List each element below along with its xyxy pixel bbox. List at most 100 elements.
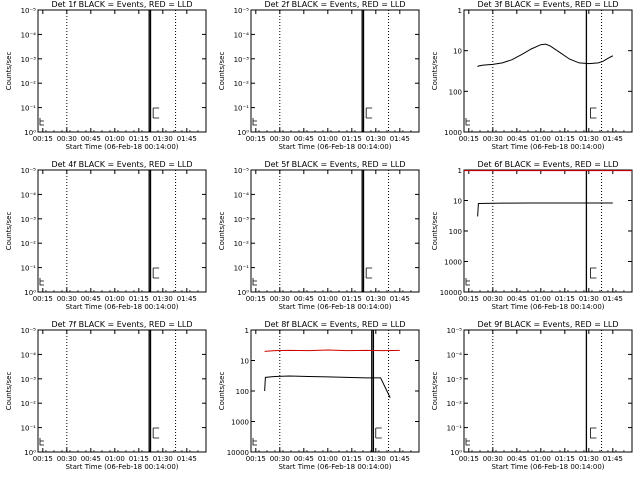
x-tick-label: 01:30 xyxy=(153,295,173,303)
y-tick-label: 10⁻² xyxy=(234,240,250,248)
chart-title: Det 1f BLACK = Events, RED = LLD xyxy=(51,0,192,9)
x-tick-label: 01:00 xyxy=(105,135,125,143)
y-tick-label: 10⁻³ xyxy=(21,56,37,64)
x-tick-label: 01:30 xyxy=(153,135,173,143)
y-tick-label: 10⁻⁵ xyxy=(234,167,250,175)
x-axis-label: Start Time (06-Feb-18 00:14:00) xyxy=(278,463,391,471)
x-tick-label: 00:30 xyxy=(483,295,503,303)
y-tick-label: 1000 xyxy=(231,419,249,427)
chart-panel-det-4: Det 4f BLACK = Events, RED = LLD 00:15 00:… xyxy=(0,160,213,320)
x-tick-label: 01:15 xyxy=(129,295,149,303)
y-tick-label: 10000 xyxy=(227,449,249,457)
chart-title: Det 8f BLACK = Events, RED = LLD xyxy=(264,320,405,329)
x-tick-label: 00:15 xyxy=(33,135,53,143)
chart-title: Det 6f BLACK = Events, RED = LLD xyxy=(477,160,618,169)
x-tick-label: 01:15 xyxy=(555,455,575,463)
y-axis-label: Counts/sec xyxy=(218,52,226,91)
x-tick-label: 01:00 xyxy=(318,295,338,303)
interval-marker xyxy=(590,427,597,439)
series-line-1 xyxy=(264,349,400,352)
y-tick-label: 10⁻¹ xyxy=(21,425,37,433)
x-tick-label: 00:30 xyxy=(270,455,290,463)
x-tick-label: 01:15 xyxy=(129,455,149,463)
interval-marker xyxy=(152,427,160,439)
interval-marker xyxy=(365,107,373,119)
y-tick-label: 10⁻⁴ xyxy=(234,31,250,39)
y-axis-label: Counts/sec xyxy=(431,372,439,411)
x-tick-label: 00:15 xyxy=(246,295,266,303)
x-axis-label: Start Time (06-Feb-18 00:14:00) xyxy=(65,463,178,471)
plot-frame xyxy=(250,169,420,293)
x-tick-label: 00:15 xyxy=(246,455,266,463)
y-tick-label: 10⁻⁴ xyxy=(234,191,250,199)
y-tick-label: 10⁻³ xyxy=(234,216,250,224)
x-axis-label: Start Time (06-Feb-18 00:14:00) xyxy=(65,143,178,151)
x-tick-label: 00:45 xyxy=(507,135,527,143)
x-tick-label: 01:30 xyxy=(579,135,599,143)
y-tick-label: 10⁻⁴ xyxy=(21,191,37,199)
x-tick-label: 00:45 xyxy=(294,295,314,303)
x-tick-label: 01:45 xyxy=(603,455,623,463)
x-axis-label: Start Time (06-Feb-18 00:14:00) xyxy=(65,303,178,311)
chart-title: Det 9f BLACK = Events, RED = LLD xyxy=(477,320,618,329)
x-tick-label: 01:15 xyxy=(555,135,575,143)
x-tick-label: 01:15 xyxy=(342,135,362,143)
y-tick-label: 10⁰ xyxy=(24,449,36,457)
chart-svg: Det 1f BLACK = Events, RED = LLD 00:15 00:… xyxy=(5,0,207,151)
y-tick-label: 10⁻¹ xyxy=(447,425,463,433)
interval-marker xyxy=(590,107,597,119)
x-tick-label: 00:30 xyxy=(270,135,290,143)
chart-panel-det-8: Det 8f BLACK = Events, RED = LLD 00:15 00:… xyxy=(213,320,426,480)
plot-frame xyxy=(37,9,207,133)
interval-marker xyxy=(465,118,470,126)
chart-panel-det-5: Det 5f BLACK = Events, RED = LLD 00:15 00:… xyxy=(213,160,426,320)
y-axis-label: Counts/sec xyxy=(5,372,13,411)
x-tick-label: 01:00 xyxy=(318,135,338,143)
x-axis-label: Start Time (06-Feb-18 00:14:00) xyxy=(491,463,604,471)
x-axis-label: Start Time (06-Feb-18 00:14:00) xyxy=(278,303,391,311)
x-tick-label: 00:45 xyxy=(81,295,101,303)
chart-svg: Det 4f BLACK = Events, RED = LLD 00:15 00:… xyxy=(5,160,207,311)
x-axis-label: Start Time (06-Feb-18 00:14:00) xyxy=(491,303,604,311)
x-tick-label: 00:45 xyxy=(294,135,314,143)
y-tick-label: 10⁰ xyxy=(24,289,36,297)
x-tick-label: 01:00 xyxy=(531,135,551,143)
y-tick-label: 10⁻⁴ xyxy=(447,351,463,359)
x-tick-label: 00:15 xyxy=(459,455,479,463)
chart-panel-det-2: Det 2f BLACK = Events, RED = LLD 00:15 00:… xyxy=(213,0,426,160)
interval-marker xyxy=(252,118,257,126)
x-tick-label: 00:15 xyxy=(459,135,479,143)
x-axis-label: Start Time (06-Feb-18 00:14:00) xyxy=(491,143,604,151)
x-tick-label: 01:30 xyxy=(579,295,599,303)
interval-marker xyxy=(152,267,160,279)
chart-title: Det 2f BLACK = Events, RED = LLD xyxy=(264,0,405,9)
series-line-1 xyxy=(477,43,614,68)
y-tick-label: 10⁻⁵ xyxy=(447,327,463,335)
x-tick-label: 01:45 xyxy=(390,295,410,303)
x-tick-label: 00:15 xyxy=(33,295,53,303)
interval-marker xyxy=(152,107,160,119)
interval-marker xyxy=(465,438,470,446)
x-tick-label: 00:45 xyxy=(294,455,314,463)
y-axis-label: Counts/sec xyxy=(5,212,13,251)
x-tick-label: 00:45 xyxy=(507,295,527,303)
x-tick-label: 01:00 xyxy=(105,455,125,463)
y-tick-label: 1000 xyxy=(444,259,462,267)
plot-frame xyxy=(463,9,633,133)
x-tick-label: 01:30 xyxy=(366,135,386,143)
y-tick-label: 100 xyxy=(449,228,462,236)
plot-frame xyxy=(250,9,420,133)
interval-marker xyxy=(252,278,257,286)
y-tick-label: 10⁻¹ xyxy=(21,265,37,273)
plot-frame xyxy=(37,329,207,453)
y-tick-label: 10⁰ xyxy=(450,449,462,457)
x-tick-label: 01:00 xyxy=(105,295,125,303)
interval-marker xyxy=(465,278,470,286)
y-tick-label: 100 xyxy=(236,388,249,396)
y-tick-label: 10⁻⁵ xyxy=(21,327,37,335)
y-tick-label: 10⁻³ xyxy=(21,376,37,384)
x-tick-label: 01:15 xyxy=(129,135,149,143)
y-tick-label: 10⁻⁵ xyxy=(234,7,250,15)
chart-svg: Det 5f BLACK = Events, RED = LLD 00:15 00:… xyxy=(218,160,420,311)
